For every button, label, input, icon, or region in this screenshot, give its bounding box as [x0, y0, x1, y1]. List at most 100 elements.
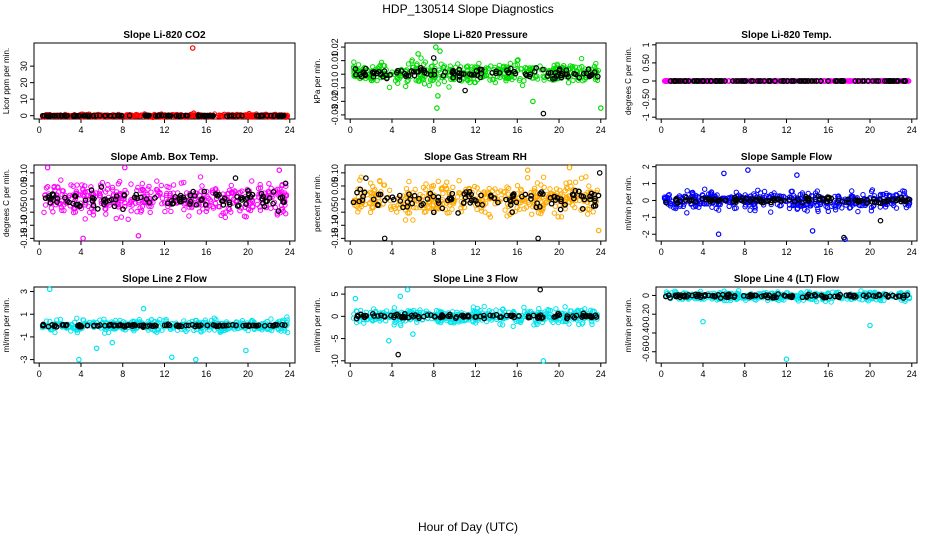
data-point: [673, 78, 680, 84]
x-axis-label: Hour of Day (UTC): [418, 520, 518, 534]
x-tick-label: 20: [243, 369, 253, 379]
data-point: [100, 197, 107, 203]
data-point: [461, 71, 467, 77]
data-point: [413, 77, 419, 83]
data-point: [393, 69, 400, 76]
data-point: [266, 195, 273, 201]
data-point: [96, 112, 103, 119]
y-tick-label: -1: [641, 213, 651, 221]
data-point: [735, 78, 742, 84]
data-point: [435, 81, 441, 87]
data-point: [426, 82, 433, 89]
data-point: [228, 194, 234, 201]
data-point: [59, 192, 65, 198]
data-point: [367, 209, 374, 216]
y-axis-label: ml/min per min.: [313, 298, 322, 353]
data-point: [207, 112, 213, 119]
x-tick-label: 16: [512, 369, 522, 379]
data-point: [255, 113, 262, 119]
data-point: [563, 67, 570, 73]
data-point: [410, 217, 416, 223]
data-point: [521, 304, 527, 311]
x-tick-label: 16: [201, 369, 211, 379]
y-tick-label: 10: [19, 94, 29, 104]
data-point: [122, 164, 128, 171]
data-point: [109, 184, 116, 191]
data-point: [496, 69, 503, 76]
data-point: [865, 78, 871, 84]
data-point: [873, 78, 880, 84]
data-point: [456, 66, 463, 73]
data-point: [507, 60, 513, 67]
data-point: [231, 188, 238, 194]
x-tick-label: 4: [700, 369, 705, 379]
data-point: [236, 202, 242, 209]
data-point: [161, 200, 168, 206]
data-point: [895, 78, 901, 84]
data-point: [111, 203, 118, 210]
data-point: [597, 105, 604, 111]
y-axis-label: percent per min.: [313, 174, 322, 232]
data-point: [228, 112, 235, 119]
data-point: [226, 199, 233, 206]
data-point: [105, 182, 111, 188]
data-point: [164, 183, 170, 190]
data-point: [119, 198, 125, 204]
data-point: [381, 68, 388, 74]
data-point: [523, 72, 530, 79]
data-point: [481, 303, 487, 310]
data-point: [683, 78, 689, 84]
data-point: [245, 188, 251, 194]
data-point: [884, 78, 890, 84]
data-point: [173, 112, 180, 119]
data-point: [729, 78, 736, 84]
data-point: [540, 357, 547, 364]
data-point: [165, 112, 171, 119]
data-point: [198, 188, 204, 195]
data-point: [855, 208, 861, 215]
data-point: [228, 209, 234, 215]
data-point: [855, 78, 862, 84]
data-point: [232, 175, 239, 181]
data-point: [483, 73, 490, 79]
x-tick-label: 0: [348, 369, 353, 379]
x-tick-label: 8: [431, 369, 436, 379]
data-point: [583, 174, 589, 180]
data-point: [268, 205, 274, 211]
data-point: [220, 210, 226, 216]
data-point: [355, 62, 362, 68]
data-point: [435, 178, 441, 185]
data-point: [249, 191, 256, 198]
data-point: [463, 64, 470, 70]
y-tick-label: -0.02: [330, 91, 340, 112]
data-point: [794, 172, 800, 178]
data-point: [555, 214, 561, 220]
y-tick-label: 5: [330, 292, 340, 297]
data-point: [87, 209, 93, 216]
data-point: [595, 227, 602, 234]
data-point: [257, 181, 263, 188]
data-point: [243, 214, 249, 220]
data-point: [205, 195, 212, 202]
data-point: [465, 77, 471, 84]
data-point: [801, 78, 807, 84]
data-point: [750, 78, 756, 84]
panel-title: Slope Line 4 (LT) Flow: [734, 274, 840, 285]
y-tick-label: 3: [19, 289, 29, 294]
data-point: [276, 167, 283, 174]
x-tick-label: 20: [865, 369, 875, 379]
data-point: [456, 178, 462, 184]
data-point: [560, 62, 567, 69]
data-point: [280, 112, 287, 119]
data-point: [167, 192, 173, 199]
data-point: [176, 196, 183, 203]
data-point: [813, 78, 820, 84]
data-point: [197, 174, 204, 180]
data-point: [558, 214, 565, 220]
data-point: [557, 206, 564, 213]
x-tick-label: 4: [389, 125, 394, 135]
data-point: [127, 201, 133, 207]
x-tick-label: 24: [596, 125, 606, 135]
data-point: [837, 78, 844, 84]
data-point: [43, 185, 50, 191]
